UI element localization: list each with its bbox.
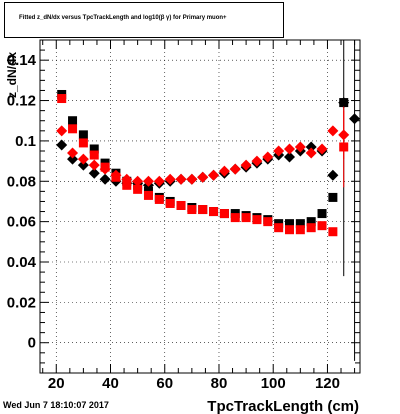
data-point-diamond <box>305 141 317 153</box>
ticklabel-layer: 20 40 60 80 100 120 0 0.02 0.04 0.06 0.08 0.1 0.12 0.… <box>7 52 340 392</box>
data-point-square <box>317 209 327 219</box>
data-point-diamond <box>99 173 111 185</box>
series-0 <box>56 40 361 361</box>
y-tick-label: 0.06 <box>7 214 36 231</box>
data-point-diamond <box>294 141 306 153</box>
data-point-diamond <box>218 165 230 177</box>
plot-frame <box>39 39 361 374</box>
data-point-square <box>328 227 338 237</box>
y-tick-label: 0.02 <box>7 294 36 311</box>
data-point-square <box>306 217 316 227</box>
series-layer <box>56 40 361 361</box>
data-point-square <box>78 138 88 148</box>
data-point-square <box>154 194 164 204</box>
data-point-diamond <box>56 139 68 151</box>
data-point-diamond <box>327 125 339 137</box>
data-point-square <box>89 144 99 154</box>
data-point-square <box>241 213 251 223</box>
grid-layer <box>40 40 360 373</box>
data-point-square <box>284 225 294 235</box>
data-point-diamond <box>305 147 317 159</box>
data-point-square <box>317 221 327 231</box>
data-point-diamond <box>67 147 79 159</box>
data-point-diamond <box>283 151 295 163</box>
data-point-diamond <box>327 169 339 181</box>
x-axis-label: TpcTrackLength (cm) <box>207 398 359 414</box>
data-point-square <box>295 225 305 235</box>
data-point-diamond <box>229 163 241 175</box>
data-point-diamond <box>262 151 274 163</box>
x-tick-label: 80 <box>211 375 228 392</box>
x-tick-label: 20 <box>48 375 65 392</box>
data-point-diamond <box>240 159 252 171</box>
data-point-square <box>230 213 240 223</box>
data-point-diamond <box>88 159 100 171</box>
y-tick-label: 0.1 <box>15 133 36 150</box>
data-point-square <box>165 198 175 208</box>
data-point-diamond <box>251 155 263 167</box>
data-point-diamond <box>77 153 89 165</box>
y-tick-label: 0 <box>28 335 36 352</box>
y-axis-label: z_dN/dx <box>5 52 19 98</box>
x-tick-label: 120 <box>315 375 340 392</box>
x-tick-label: 100 <box>261 375 286 392</box>
data-point-square <box>339 142 349 152</box>
data-point-square <box>78 130 88 140</box>
data-point-square <box>284 219 294 229</box>
data-point-square <box>89 150 99 160</box>
data-point-square <box>295 219 305 229</box>
x-tick-label: 60 <box>156 375 173 392</box>
data-point-diamond <box>197 171 209 183</box>
data-point-square <box>57 94 67 104</box>
data-point-square <box>274 223 284 233</box>
data-point-diamond <box>56 125 68 137</box>
data-point-diamond <box>67 153 79 165</box>
y-tick-label: 0.04 <box>7 254 37 271</box>
data-point-square <box>100 162 110 172</box>
data-point-diamond <box>186 173 198 185</box>
frame-layer <box>39 39 361 374</box>
y-tick-label: 0.08 <box>7 173 36 190</box>
data-point-square <box>133 184 143 194</box>
datestamp: Wed Jun 7 18:10:07 2017 <box>3 400 109 410</box>
data-point-square <box>176 200 186 210</box>
data-point-square <box>68 124 78 134</box>
data-point-diamond <box>132 175 144 187</box>
data-point-diamond <box>153 175 165 187</box>
data-point-square <box>306 223 316 233</box>
data-point-diamond <box>164 173 176 185</box>
data-point-square <box>111 172 121 182</box>
data-point-diamond <box>208 169 220 181</box>
x-tick-label: 40 <box>102 375 119 392</box>
data-point-diamond <box>283 143 295 155</box>
plot-title: Fitted z_dN/dx versus TpcTrackLength and… <box>19 15 227 21</box>
data-point-square <box>219 209 229 219</box>
data-point-square <box>198 205 208 215</box>
data-point-diamond <box>316 143 328 155</box>
data-point-square <box>187 205 197 215</box>
data-point-square <box>122 180 132 190</box>
data-point-diamond <box>88 167 100 179</box>
data-point-square <box>328 192 338 202</box>
series-3 <box>57 94 349 237</box>
data-point-square <box>209 207 219 217</box>
data-point-diamond <box>273 145 285 157</box>
title-box: Fitted z_dN/dx versus TpcTrackLength and… <box>4 2 284 38</box>
data-point-diamond <box>349 113 361 125</box>
data-point-diamond <box>142 175 154 187</box>
data-point-square <box>263 217 273 227</box>
y-tick-label: 0.14 <box>7 52 37 69</box>
data-point-square <box>68 116 78 126</box>
data-point-square <box>252 215 262 225</box>
data-point-diamond <box>77 159 89 171</box>
data-point-diamond <box>175 173 187 185</box>
data-point-square <box>143 190 153 200</box>
series-2 <box>56 110 350 187</box>
y-tick-label: 0.12 <box>7 93 36 110</box>
data-point-square <box>339 98 349 108</box>
